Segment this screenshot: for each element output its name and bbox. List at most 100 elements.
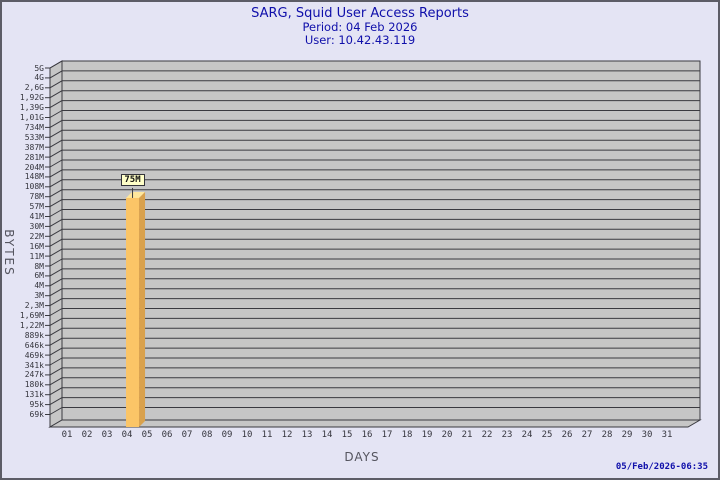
x-tick-label: 04 xyxy=(121,430,133,440)
y-tick-label: 78M xyxy=(29,192,44,202)
y-tick-label: 734M xyxy=(24,122,44,132)
wall-diagonal xyxy=(49,70,63,79)
wall-diagonal xyxy=(49,159,63,168)
x-tick-label: 27 xyxy=(581,430,593,440)
x-tick-label: 03 xyxy=(101,430,113,440)
y-tick-label: 1,39G xyxy=(19,103,44,113)
y-tick-label: 889k xyxy=(24,330,44,340)
y-tick-label: 2,3M xyxy=(24,301,44,311)
x-tick-label: 23 xyxy=(501,430,513,440)
wall-diagonal xyxy=(49,209,63,217)
wall-diagonal xyxy=(49,387,63,396)
wall-diagonal xyxy=(49,139,63,148)
wall-diagonal xyxy=(49,357,63,366)
x-tick-label: 30 xyxy=(641,430,653,440)
y-tick-label: 341k xyxy=(24,360,44,370)
wall-diagonal xyxy=(49,199,63,208)
wall-diagonal xyxy=(49,288,63,297)
y-tick-label: 1,22M xyxy=(19,320,44,330)
x-tick-label: 18 xyxy=(401,430,413,440)
x-tick-label: 05 xyxy=(141,430,153,440)
bar-value-tag: 75M xyxy=(120,173,145,186)
y-tick-label: 469k xyxy=(24,350,44,360)
y-tick-label: 5G xyxy=(34,63,44,73)
x-tick-label: 24 xyxy=(521,430,533,440)
y-tick-label: 16M xyxy=(29,241,44,251)
x-tick-label: 20 xyxy=(441,430,453,440)
y-tick-label: 69k xyxy=(29,410,44,419)
wall-diagonal xyxy=(49,80,63,89)
x-tick-label: 09 xyxy=(221,430,233,440)
x-tick-label: 13 xyxy=(301,430,313,440)
x-tick-label: 07 xyxy=(181,430,193,440)
x-tick-label: 22 xyxy=(481,430,493,440)
wall-diagonal xyxy=(49,248,63,257)
wall-diagonal xyxy=(49,308,63,316)
plot-floor xyxy=(48,419,702,428)
x-tick-label: 29 xyxy=(621,430,633,440)
x-tick-label: 10 xyxy=(241,430,253,440)
x-tick-label: 12 xyxy=(281,430,293,440)
y-tick-label: 533M xyxy=(24,132,44,142)
wall-diagonal xyxy=(49,407,63,415)
y-tick-label: 387M xyxy=(24,142,44,152)
x-tick-label: 26 xyxy=(561,430,573,440)
y-tick-label: 8M xyxy=(34,261,44,271)
y-tick-label: 247k xyxy=(24,370,44,380)
x-tick-label: 14 xyxy=(321,430,333,440)
plot-back-plane xyxy=(61,60,701,421)
wall-diagonal xyxy=(49,179,63,188)
bar-front-face xyxy=(126,197,140,427)
y-tick-label: 281M xyxy=(24,152,44,162)
y-tick-label: 148M xyxy=(24,172,44,182)
wall-diagonal xyxy=(49,327,63,336)
wall-diagonal xyxy=(49,169,63,178)
x-tick-label: 01 xyxy=(61,430,73,440)
x-tick-label: 28 xyxy=(601,430,613,440)
x-tick-label: 11 xyxy=(261,430,273,440)
x-tick-label: 19 xyxy=(421,430,433,440)
title-block: SARG, Squid User Access Reports Period: … xyxy=(2,7,718,46)
y-tick-label: 4M xyxy=(34,281,44,291)
wall-diagonal xyxy=(49,238,63,247)
wall-diagonal xyxy=(49,218,63,227)
x-axis-title: DAYS xyxy=(344,450,380,464)
wall-diagonal xyxy=(49,90,63,99)
wall-diagonal xyxy=(49,367,63,376)
x-tick-label: 15 xyxy=(341,430,353,440)
bar-side-face xyxy=(139,191,146,427)
y-tick-label: 1,01G xyxy=(19,113,44,122)
y-tick-label: 4G xyxy=(34,73,44,83)
report-title: SARG, Squid User Access Reports xyxy=(251,6,469,21)
y-tick-label: 108M xyxy=(24,182,44,192)
y-tick-label: 204M xyxy=(24,162,44,172)
y-tick-label: 57M xyxy=(29,202,44,212)
wall-diagonal xyxy=(49,119,63,128)
wall-diagonal xyxy=(49,337,63,346)
y-axis-title: BYTES xyxy=(2,229,16,277)
x-tick-label: 31 xyxy=(661,430,673,440)
wall-diagonal xyxy=(49,397,63,406)
x-tick-label: 16 xyxy=(361,430,373,440)
x-tick-label: 08 xyxy=(201,430,213,440)
y-tick-label: 131k xyxy=(24,390,44,400)
y-tick-label: 180k xyxy=(24,380,44,390)
wall-diagonal xyxy=(49,110,63,118)
wall-diagonal xyxy=(49,149,63,158)
y-tick-label: 11M xyxy=(29,251,44,261)
y-tick-label: 41M xyxy=(29,212,44,221)
wall-diagonal xyxy=(49,228,63,237)
wall-diagonal xyxy=(49,278,63,287)
wall-diagonal xyxy=(49,317,63,326)
x-tick-label: 17 xyxy=(381,430,393,440)
y-tick-label: 3M xyxy=(34,291,44,301)
report-user: User: 10.42.43.119 xyxy=(304,32,416,47)
y-tick-label: 1,69M xyxy=(19,311,44,320)
wall-diagonal xyxy=(49,347,63,356)
wall-diagonal xyxy=(49,129,63,138)
wall-diagonal xyxy=(49,100,63,109)
wall-diagonal xyxy=(49,268,63,277)
x-tick-label: 21 xyxy=(461,430,473,440)
